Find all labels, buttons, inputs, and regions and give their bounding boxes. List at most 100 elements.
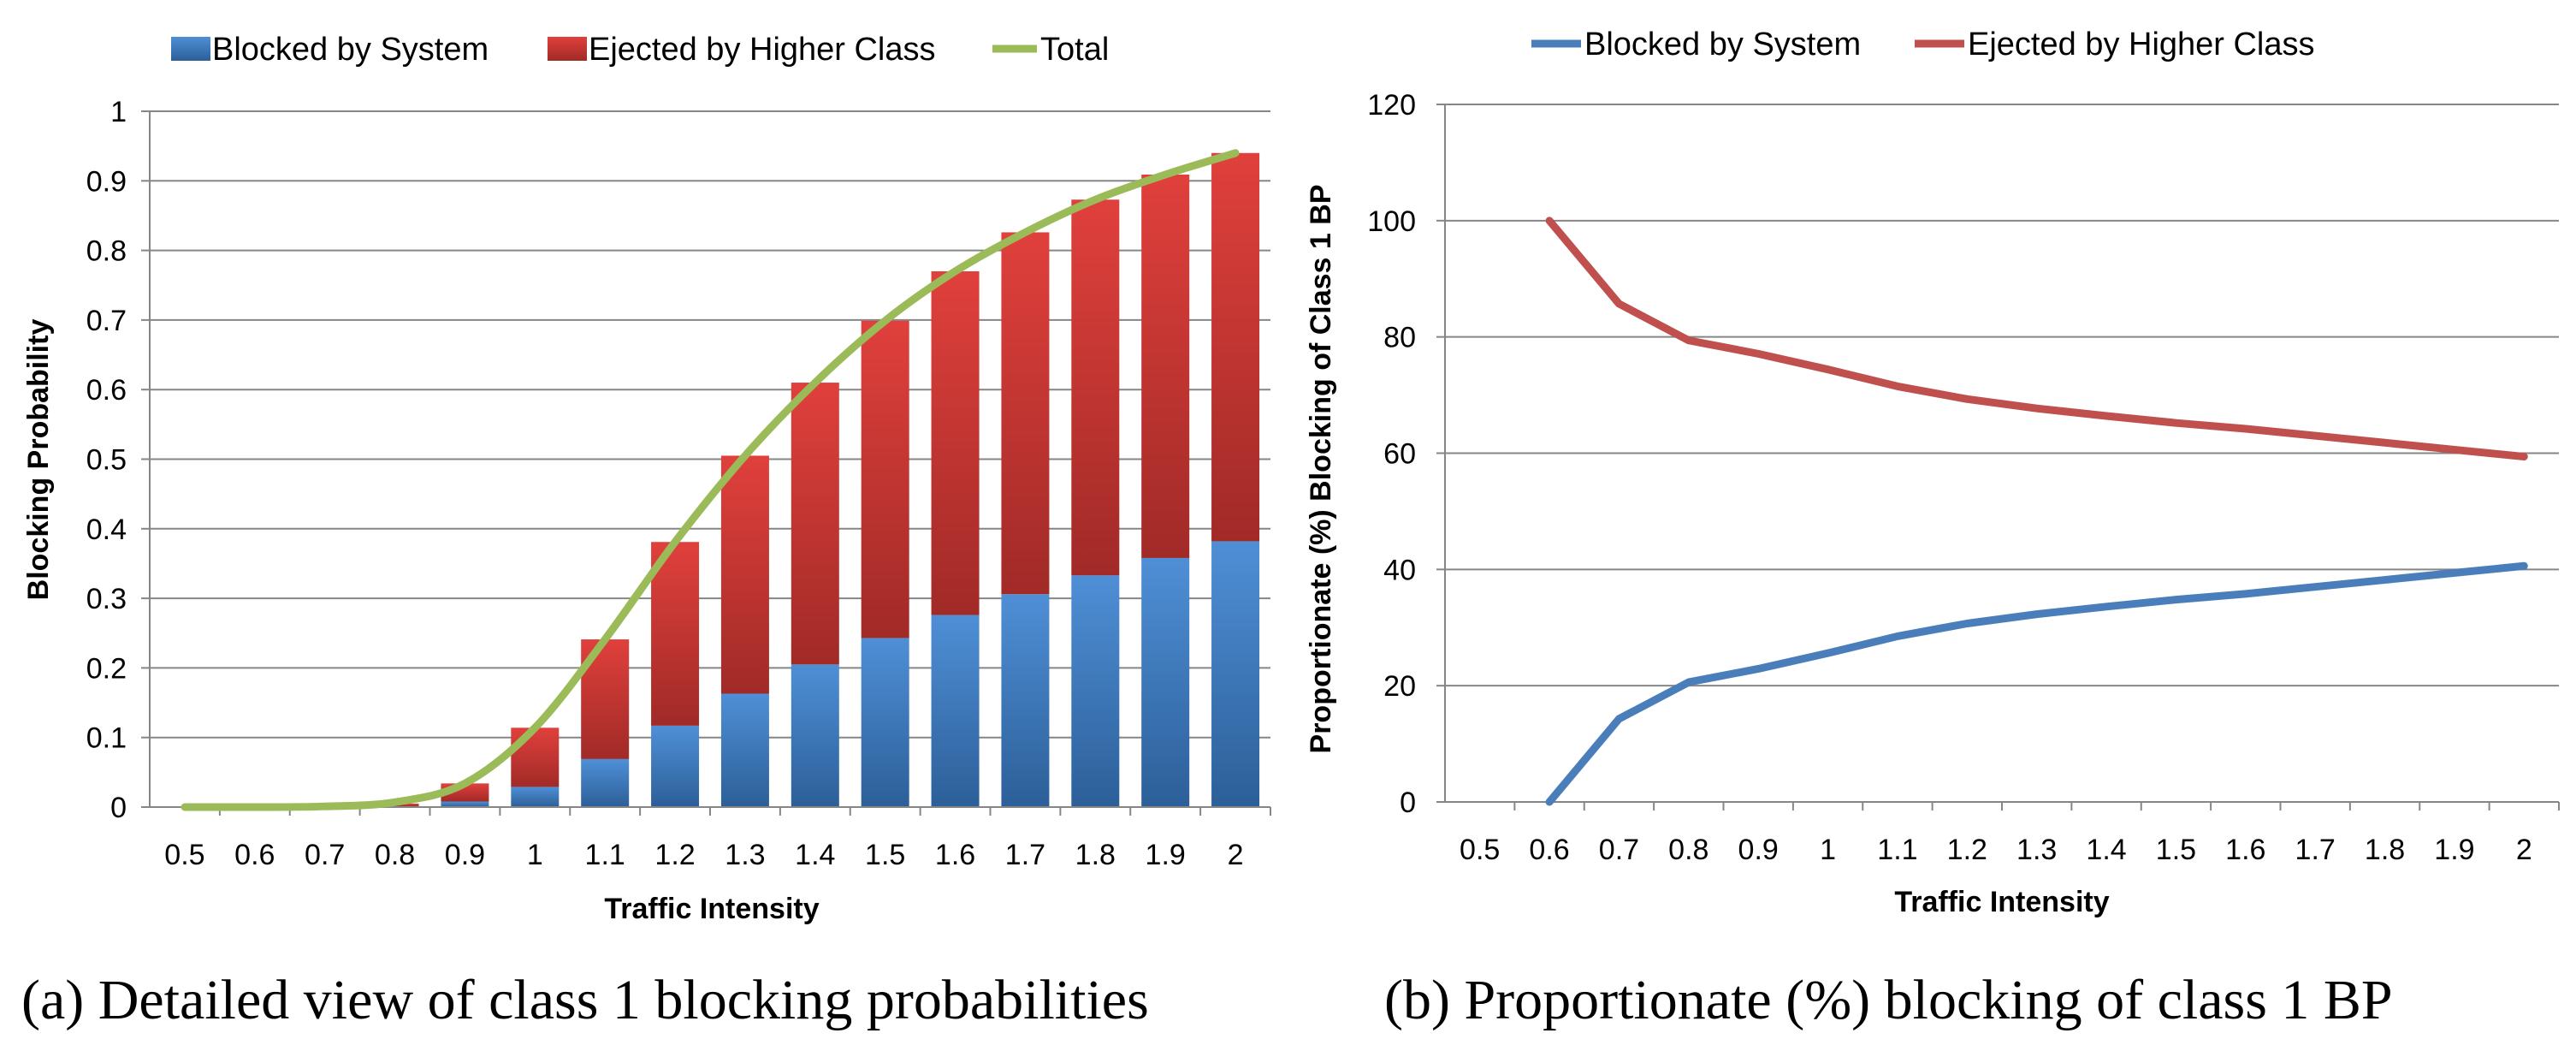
- legend-label-ejected-by-higher-class: Ejected by Higher Class: [1968, 27, 2315, 62]
- x-tick-label: 1.9: [1146, 839, 1186, 871]
- chart-b-gridlines: [1436, 104, 2559, 803]
- bar-ejected-by-higher-class: [1211, 152, 1260, 542]
- bar-ejected-by-higher-class: [791, 383, 839, 665]
- legend-swatch-ejected-by-higher-class: [548, 37, 587, 61]
- bar-blocked-by-system: [651, 725, 700, 807]
- x-tick-label: 0.9: [445, 839, 485, 871]
- x-tick-label: 0.7: [305, 839, 345, 871]
- chart-a-total-line: [181, 149, 1240, 811]
- y-tick-label: 0.2: [86, 652, 127, 685]
- y-tick-label: 0.7: [86, 305, 127, 337]
- x-tick-label: 1.8: [2365, 834, 2405, 866]
- bar-blocked-by-system: [1001, 594, 1050, 807]
- y-tick-label: 0.4: [86, 514, 127, 546]
- x-tick-label: 0.8: [375, 839, 415, 871]
- x-tick-label: 0.9: [1738, 834, 1779, 866]
- chart-a-caption: (a) Detailed view of class 1 blocking pr…: [21, 969, 1149, 1031]
- chart-a-y-tick-labels: 0 0.1 0.2 0.3 0.4 0.5 0.6 0.7 0.8 0.9 1: [86, 96, 127, 824]
- y-tick-label: 20: [1383, 670, 1416, 703]
- x-tick-label: 0.6: [234, 839, 275, 871]
- chart-a-legend: Blocked by System Ejected by Higher Clas…: [171, 32, 1109, 68]
- y-tick-label: 0.6: [86, 374, 127, 407]
- legend-label-blocked-by-system: Blocked by System: [212, 32, 489, 68]
- y-tick-label: 0.9: [86, 165, 127, 198]
- bar-blocked-by-system: [791, 664, 839, 807]
- bar-ejected-by-higher-class: [1001, 232, 1050, 595]
- chart-b-legend: Blocked by System Ejected by Higher Clas…: [1531, 27, 2315, 62]
- y-tick-label: 0.5: [86, 444, 127, 477]
- chart-a-x-tick-labels: 0.5 0.6 0.7 0.8 0.9 1 1.1 1.2 1.3 1.4 1.5 1.6 1.7 1.8…: [164, 807, 1271, 871]
- x-tick-label: 1: [527, 839, 543, 871]
- chart-a-x-axis-title: Traffic Intensity: [604, 893, 819, 925]
- x-tick-label: 1: [1820, 834, 1836, 866]
- x-tick-label: 1.9: [2434, 834, 2474, 866]
- x-tick-label: 1.8: [1075, 839, 1116, 871]
- y-tick-label: 0.1: [86, 722, 127, 755]
- bar-ejected-by-higher-class: [511, 727, 560, 787]
- chart-b: Blocked by System Ejected by Higher Clas…: [1305, 27, 2560, 1031]
- legend-swatch-blocked-by-system: [171, 37, 210, 61]
- y-tick-label: 100: [1367, 205, 1416, 238]
- y-tick-label: 0: [1400, 787, 1416, 819]
- y-tick-label: 80: [1383, 322, 1416, 354]
- bar-ejected-by-higher-class: [651, 542, 700, 726]
- x-tick-label: 1.4: [2086, 834, 2126, 866]
- x-tick-label: 1.1: [1877, 834, 1917, 866]
- legend-label-total: Total: [1040, 32, 1109, 68]
- bar-blocked-by-system: [720, 693, 769, 807]
- x-tick-label: 0.7: [1599, 834, 1639, 866]
- x-tick-label: 1.5: [2156, 834, 2196, 866]
- chart-a: Blocked by System Ejected by Higher Clas…: [21, 32, 1271, 1031]
- chart-b-x-tick-labels: 0.5 0.6 0.7 0.8 0.9 1 1.1 1.2 1.3 1.4 1.5 1.6 1.7 1.8…: [1460, 802, 2560, 866]
- legend-label-blocked-by-system: Blocked by System: [1584, 27, 1861, 62]
- x-tick-label: 2: [1228, 839, 1244, 871]
- bar-blocked-by-system: [1211, 541, 1260, 807]
- chart-b-y-tick-labels: 0 20 40 60 80 100 120: [1367, 89, 1416, 819]
- x-tick-label: 2: [2516, 834, 2532, 866]
- line-total: [181, 149, 1240, 811]
- bar-blocked-by-system: [511, 787, 560, 807]
- bar-ejected-by-higher-class: [861, 320, 909, 638]
- y-tick-label: 120: [1367, 89, 1416, 122]
- bar-blocked-by-system: [1141, 557, 1190, 807]
- x-tick-label: 1.7: [1005, 839, 1045, 871]
- bar-blocked-by-system: [441, 801, 489, 807]
- x-tick-label: 0.5: [164, 839, 204, 871]
- bar-ejected-by-higher-class: [720, 455, 769, 694]
- chart-b-y-axis-title: Proportionate (%) Blocking of Class 1 BP: [1305, 185, 1337, 754]
- chart-a-bars: [370, 152, 1260, 807]
- line-ejected-by-higher-class: [1545, 217, 2528, 461]
- x-tick-label: 1.6: [2225, 834, 2265, 866]
- x-tick-label: 1.3: [725, 839, 765, 871]
- bar-ejected-by-higher-class: [1141, 174, 1190, 558]
- bar-blocked-by-system: [1071, 575, 1120, 807]
- x-tick-label: 0.6: [1529, 834, 1569, 866]
- y-tick-label: 1: [110, 96, 127, 128]
- bar-ejected-by-higher-class: [931, 270, 980, 615]
- bar-blocked-by-system: [581, 758, 630, 807]
- x-tick-label: 1.1: [585, 839, 625, 871]
- bar-blocked-by-system: [861, 638, 909, 807]
- bar-ejected-by-higher-class: [1071, 199, 1120, 576]
- y-tick-label: 0.8: [86, 235, 127, 268]
- x-tick-label: 1.4: [795, 839, 835, 871]
- bar-blocked-by-system: [931, 615, 980, 807]
- y-tick-label: 60: [1383, 438, 1416, 471]
- x-tick-label: 1.3: [2016, 834, 2057, 866]
- y-tick-label: 0: [110, 792, 127, 824]
- chart-a-y-axis-title: Blocking Probability: [22, 319, 55, 601]
- x-tick-label: 0.5: [1460, 834, 1500, 866]
- y-tick-label: 40: [1383, 554, 1416, 586]
- chart-b-x-axis-title: Traffic Intensity: [1894, 886, 2109, 918]
- y-tick-label: 0.3: [86, 583, 127, 615]
- x-tick-label: 1.2: [654, 839, 695, 871]
- legend-label-ejected-by-higher-class: Ejected by Higher Class: [589, 32, 936, 68]
- chart-b-lines: [1545, 217, 2528, 806]
- x-tick-label: 0.8: [1668, 834, 1708, 866]
- x-tick-label: 1.2: [1947, 834, 1987, 866]
- x-tick-label: 1.6: [935, 839, 975, 871]
- chart-b-caption: (b) Proportionate (%) blocking of class …: [1384, 969, 2393, 1031]
- line-blocked-by-system: [1545, 561, 2528, 806]
- x-tick-label: 1.7: [2295, 834, 2336, 866]
